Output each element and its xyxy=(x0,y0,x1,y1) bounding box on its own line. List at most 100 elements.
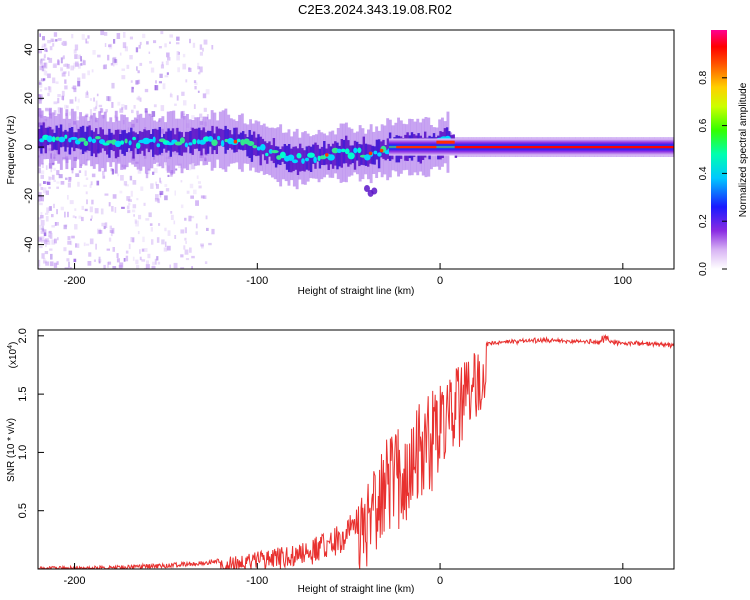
speckle xyxy=(97,230,101,234)
ridge-blob xyxy=(69,136,78,140)
ridge-core xyxy=(314,142,317,169)
speckle xyxy=(85,92,89,98)
speckle xyxy=(151,266,156,269)
speckle xyxy=(95,105,98,109)
ridge-core xyxy=(184,131,188,153)
speckle xyxy=(39,202,43,206)
ridge-core xyxy=(193,128,197,149)
ridge-blob xyxy=(207,136,214,142)
ridge-core xyxy=(64,129,67,152)
speckle xyxy=(39,60,43,66)
speckle xyxy=(45,108,49,113)
speckle xyxy=(185,79,188,83)
speckle xyxy=(137,79,141,84)
speckle xyxy=(66,258,70,262)
speckle xyxy=(71,167,74,174)
speckle xyxy=(63,71,67,74)
ridge-core xyxy=(233,127,236,153)
speckle xyxy=(154,258,157,265)
ridge-blob xyxy=(357,147,362,154)
speckle xyxy=(49,206,52,211)
speckle xyxy=(64,79,67,84)
speckle xyxy=(67,195,69,200)
speckle xyxy=(64,42,68,45)
speckle xyxy=(83,242,86,247)
speckle xyxy=(95,243,97,250)
speckle xyxy=(191,164,196,170)
speckle xyxy=(45,190,49,195)
speckle xyxy=(141,259,146,262)
ridge-core xyxy=(152,129,155,157)
speckle xyxy=(151,111,156,117)
speckle xyxy=(189,38,191,44)
speckle xyxy=(114,207,117,213)
speckle xyxy=(41,240,45,243)
ridge-blob xyxy=(124,138,128,144)
speckle xyxy=(72,215,75,218)
ridge-blob xyxy=(236,138,241,143)
speckle xyxy=(45,70,48,76)
ridge-core xyxy=(307,145,311,171)
speckle xyxy=(74,96,77,102)
speckle xyxy=(170,211,173,214)
ridge-blob xyxy=(384,150,391,155)
speckle xyxy=(64,85,68,90)
speckle xyxy=(137,231,140,235)
speckle xyxy=(129,209,131,213)
speckle xyxy=(69,200,74,205)
speckle xyxy=(57,60,60,66)
ridge-blob xyxy=(336,148,342,153)
speckle xyxy=(48,176,51,181)
speckle xyxy=(104,193,109,196)
ridge-core xyxy=(338,145,341,167)
speckle xyxy=(121,75,126,80)
speckle xyxy=(74,54,78,59)
speckle xyxy=(141,248,145,252)
speckle xyxy=(93,97,95,102)
speckle xyxy=(164,43,167,48)
speckle xyxy=(109,225,112,230)
speckle xyxy=(180,204,184,209)
ridge-core xyxy=(340,139,343,168)
speckle xyxy=(169,41,171,44)
ridge-blob xyxy=(268,149,273,154)
ridge-blob xyxy=(217,135,221,141)
speckle xyxy=(43,232,47,237)
ridge-core xyxy=(95,128,98,158)
speckle xyxy=(113,169,117,174)
speckle xyxy=(166,245,171,251)
speckle xyxy=(102,65,106,70)
y-tick-label: 1.0 xyxy=(17,445,29,460)
ridge-blob xyxy=(265,152,269,157)
speckle xyxy=(45,244,47,248)
speckle xyxy=(110,63,114,66)
speckle xyxy=(164,75,169,78)
ridge-blob xyxy=(179,137,185,144)
speckle xyxy=(188,67,192,72)
ridge-blob xyxy=(192,138,197,145)
speckle xyxy=(41,65,45,72)
speckle xyxy=(77,81,81,87)
speckle xyxy=(68,266,72,269)
ridge-core xyxy=(127,132,131,149)
x-tick-label: 0 xyxy=(437,575,443,587)
speckle xyxy=(74,61,79,67)
speckle xyxy=(87,261,92,266)
ridge-blob xyxy=(156,143,161,148)
speckle xyxy=(40,58,45,61)
speckle xyxy=(104,43,107,47)
speckle xyxy=(197,62,200,67)
speckle xyxy=(159,193,162,198)
speckle xyxy=(147,253,151,259)
speckle xyxy=(106,248,110,251)
speckle xyxy=(208,242,212,246)
speckle xyxy=(149,114,154,117)
speckle xyxy=(164,241,167,248)
ridge-core xyxy=(90,130,93,157)
ridge-blob xyxy=(344,148,350,155)
ridge-blob xyxy=(184,142,188,148)
speckle xyxy=(124,105,128,110)
speckle xyxy=(41,65,44,68)
ridge-core xyxy=(73,132,76,152)
speckle xyxy=(189,183,194,189)
